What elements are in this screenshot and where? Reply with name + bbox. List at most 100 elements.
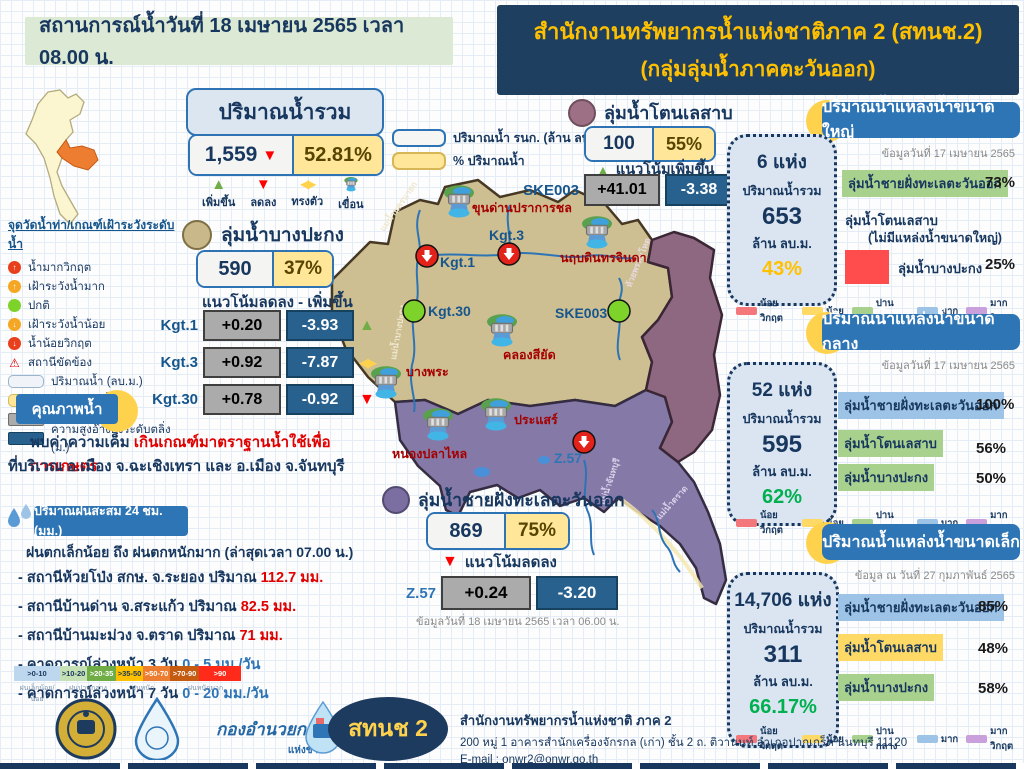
eastcoast-percent: 75%	[517, 520, 557, 541]
station-label: Kgt.30	[428, 303, 471, 319]
panel1-row2-name: ลุ่มน้ำโตนเลสาบ	[845, 213, 938, 228]
eastcoast-station-row: Z.57 +0.24 -3.20	[392, 576, 618, 610]
panel1-row2-note: (ไม่มีแหล่งน้ำขนาดใหญ่)	[868, 231, 1002, 245]
legend-label: เฝ้าระวังน้ำน้อย	[28, 318, 106, 331]
panel3-percent: 66.17%	[749, 696, 817, 718]
tonlesap-basin-marker	[568, 98, 596, 127]
status-swatch-low	[802, 735, 824, 743]
panel2-total: 595	[761, 431, 803, 458]
footer-org-name: สำนักงานทรัพยากรน้ำแห่งชาติ ภาค 2	[460, 713, 672, 728]
station-label: Kgt.1	[440, 254, 475, 270]
basin-map-svg: แม่น้ำนครนายก แม่น้ำบางปะกง ห้วยพรหมโหด …	[330, 178, 728, 606]
trend-icon-legend: ▲ เพิ่มขึ้น ▼ ลดลง ◀▶ ทรงตัว เขื่อน	[202, 176, 364, 213]
dam-label: บางพระ	[406, 365, 449, 379]
rain-scale-cell: >35-50	[116, 666, 143, 681]
dam-label: หนองปลาไหล	[392, 446, 467, 461]
rain-station-value: 82.5 มม.	[240, 599, 297, 615]
status-label: มาก	[940, 305, 959, 317]
rain-station-text: - สถานีบ้านด่าน จ.สระแก้ว ปริมาณ	[18, 599, 241, 615]
thailand-east-region-highlight	[56, 139, 99, 171]
basin-name-highlight: ลุ่มน้ำชายฝั่งทะเลตะวันออก	[838, 392, 1004, 419]
station-bank-box: -3.38	[665, 174, 733, 206]
status-label: น้อยวิกฤต	[759, 510, 783, 536]
panel1-date: ข้อมูลวันที่ 17 เมษายน 2565	[881, 148, 1015, 160]
rain-scale-cell: >70-90	[170, 666, 199, 681]
rain-forecast-value: 0 - 20 มม./วัน	[182, 686, 269, 702]
panel2-row1-value: 100%	[976, 396, 1015, 413]
panel2-total-label: ปริมาณน้ำรวม	[742, 412, 822, 426]
date-banner-text: สถานการณ์น้ำวันที่ 18 เมษายน 2565 เวลา 0…	[39, 15, 405, 69]
rainfall-subtitle: ฝนตกเล็กน้อย ถึง ฝนตกหนักมาก (ล่าสุดเวลา…	[26, 544, 354, 560]
value-box-legend: ปริมาณน้ำ รนก. (ล้าน ลบ.ม.) % ปริมาณน้ำ	[392, 128, 609, 171]
rainfall-header-label: ปริมาณฝนสะสม 24 ชม.(มม.)	[34, 504, 163, 538]
station-level-box: +0.24	[441, 576, 531, 610]
rain-station-text: - สถานีห้วยโป่ง สกษ. จ.ระยอง ปริมาณ	[18, 570, 261, 586]
map-lake	[474, 467, 490, 477]
panel2-count: 52 แห่ง	[751, 380, 813, 401]
eastcoast-basin-name: ลุ่มน้ำชายฝั่งทะเลตะวันออก	[418, 490, 625, 510]
panel1-count: 6 แห่ง	[757, 152, 807, 173]
dam-label: คลองสียัด	[503, 348, 556, 362]
trend-dam-label: เขื่อน	[338, 199, 364, 211]
panel3-row1-value: 85%	[978, 598, 1009, 615]
trend-up-label: เพิ่มขึ้น	[202, 197, 236, 209]
panel2-row1: ลุ่มน้ำชายฝั่งทะเลตะวันออก	[838, 392, 1004, 419]
dam-legend-icon	[340, 176, 362, 192]
stable-arrows-icon: ◀▶	[359, 354, 377, 370]
rain-scale-cell: >0-10	[14, 666, 60, 681]
map-lake	[538, 456, 550, 464]
total-percent-value: 52.81%	[304, 143, 372, 166]
government-seal-logo	[55, 698, 117, 765]
office-badge: สทนช 2	[328, 697, 448, 761]
panel1-title: ปริมาณน้ำแหล่งน้ำขนาดใหญ่	[822, 99, 995, 141]
rain-scale-cell: >50-70	[143, 666, 170, 681]
basin-name-highlight: ลุ่มน้ำชายฝั่งทะเลตะวันออก	[838, 594, 1004, 621]
status-swatch-high	[916, 307, 938, 315]
dam-label: ประแสร์	[514, 412, 558, 427]
tonlesap-values: 100 55%	[584, 126, 716, 162]
panel3-row2: ลุ่มน้ำโตนเลสาบ	[838, 634, 943, 661]
status-label: น้อย	[826, 305, 844, 317]
panel2-row3: ลุ่มน้ำบางปะกง	[838, 464, 935, 491]
rainfall-item: - สถานีบ้านด่าน จ.สระแก้ว ปริมาณ 82.5 มม…	[18, 595, 348, 624]
station-row-kgt30: Kgt.30 +0.78 -0.92 ▼	[146, 384, 375, 415]
status-swatch-high	[916, 735, 938, 743]
down-triangle-icon: ▼	[255, 176, 271, 193]
legend-label: เฝ้าระวังน้ำมาก	[28, 280, 105, 293]
panel3-row3-value: 58%	[978, 680, 1009, 697]
panel2-row3-value: 50%	[976, 470, 1007, 487]
bangpakong-percent: 37%	[283, 258, 323, 279]
panel3-row2-value: 48%	[978, 640, 1009, 657]
station-labels: Kgt.1 Kgt.3 Kgt.30 SKE003 Z.57	[428, 227, 607, 466]
down-triangle-icon: ▼	[442, 553, 458, 570]
rain-scale-label: ฝนปานกลาง	[69, 685, 107, 692]
trend-stable-label: ทรงตัว	[291, 196, 324, 208]
panel1-percent: 43%	[761, 258, 803, 280]
station-bank-box: -0.92	[286, 384, 354, 415]
eastcoast-trend-label: แนวโน้มลดลง	[464, 554, 557, 571]
status-label: มาก	[940, 517, 959, 529]
status-swatch-critical-high	[966, 519, 988, 527]
legend-label: น้ำมากวิกฤต	[28, 261, 92, 274]
map-rivers	[410, 204, 681, 573]
up-triangle-icon: ▲	[596, 161, 610, 178]
station-name: Kgt.30	[152, 391, 198, 408]
bangpakong-header: ลุ่มน้ำบางปะกง	[182, 220, 344, 250]
tonlesap-header: ลุ่มน้ำโตนเลสาบ	[568, 98, 733, 127]
panel2-date: ข้อมูลวันที่ 17 เมษายน 2565	[881, 360, 1015, 372]
station-label: Kgt.3	[489, 227, 524, 243]
station-row-kgt3: Kgt.3 +0.92 -7.87 ◀▶	[146, 347, 377, 378]
eastcoast-volume: 869	[449, 519, 483, 542]
basin-name-highlight: ลุ่มน้ำบางปะกง	[838, 674, 935, 701]
status-swatch-critical-high	[966, 735, 988, 743]
water-quality-button-label: คุณภาพน้ำ	[31, 401, 103, 418]
basin-name-highlight: ลุ่มน้ำชายฝั่งทะเลตะวันออก	[842, 170, 1008, 197]
station-marker-ske003	[607, 299, 631, 323]
panel3-status-legend: น้อยวิกฤต น้อย ปานกลาง มาก มากวิกฤต	[736, 724, 1024, 754]
down-triangle-icon: ▼	[359, 390, 375, 408]
tonlesap-basin-name: ลุ่มน้ำโตนเลสาบ	[604, 103, 733, 123]
station-bank-box: -7.87	[286, 347, 354, 378]
operations-logo-subtext: แห่งชาติ	[287, 745, 325, 756]
status-swatch-medium	[851, 519, 873, 527]
panel3-date: ข้อมูล ณ วันที่ 27 กุมภาพันธ์ 2565	[854, 570, 1015, 582]
